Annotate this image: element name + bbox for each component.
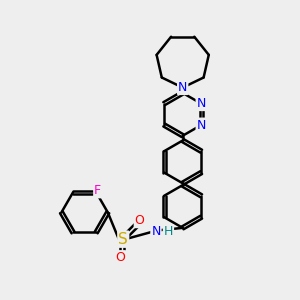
Text: N: N [151, 225, 160, 238]
Text: N: N [178, 81, 188, 94]
Text: H: H [164, 225, 173, 238]
Text: S: S [118, 232, 128, 247]
Text: N: N [196, 118, 206, 131]
Text: O: O [115, 251, 125, 264]
Text: F: F [94, 184, 101, 197]
Text: N: N [196, 97, 206, 110]
Text: O: O [135, 214, 145, 227]
